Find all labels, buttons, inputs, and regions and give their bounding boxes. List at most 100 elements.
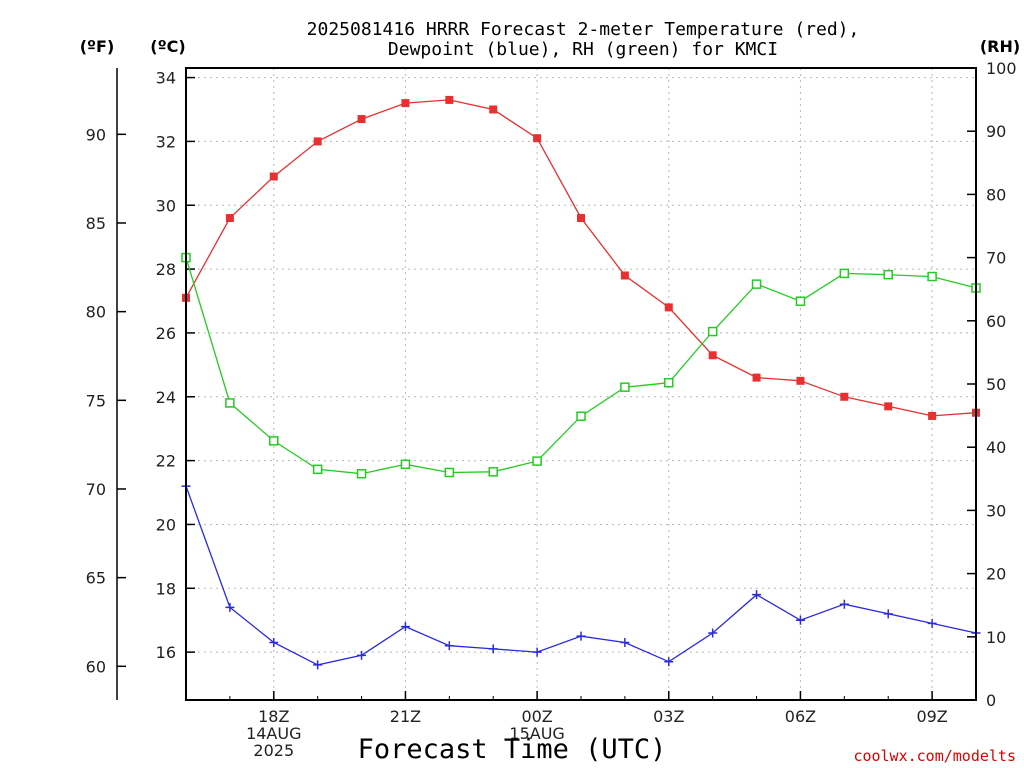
temperature-point <box>489 105 498 114</box>
temperature-line <box>185 99 977 417</box>
rh-point <box>576 411 586 421</box>
celsius-tick-label: 28 <box>156 260 176 279</box>
temperature-point <box>401 99 410 108</box>
time-tick-label: 21Z <box>390 707 421 726</box>
dewpoint-point <box>357 650 367 660</box>
temperature-point <box>577 214 585 223</box>
credit-text: coolwx.com/modelts <box>853 747 1016 765</box>
rh-point <box>225 398 235 408</box>
celsius-tick-label: 16 <box>156 643 176 662</box>
time-tick-label: 09Z <box>916 707 947 726</box>
rh-point <box>269 436 279 446</box>
celsius-tick-label: 24 <box>156 388 176 407</box>
temperature-point <box>884 402 893 411</box>
dewpoint-point <box>883 609 893 619</box>
rh-point <box>883 269 893 280</box>
time-tick-label: 15AUG <box>509 724 564 743</box>
rh-tick-label: 10 <box>986 628 1006 647</box>
fahrenheit-axis: 60 65 70 75 80 85 90 <box>86 68 126 700</box>
temperature-point <box>225 214 234 223</box>
dewpoint-point <box>839 599 849 609</box>
rh-tick-label: 40 <box>986 438 1006 457</box>
rh-tick-label: 90 <box>986 122 1006 141</box>
celsius-tick-label: 18 <box>156 579 176 598</box>
rh-tick-label: 100 <box>986 59 1017 78</box>
rh-unit-label: (RH) <box>980 37 1020 56</box>
fahrenheit-tick-label: 70 <box>86 480 106 499</box>
celsius-axis: 16 18 20 22 24 26 28 30 32 34 <box>156 69 195 662</box>
time-tick-label: 2025 <box>253 741 294 760</box>
temperature-point <box>357 115 366 124</box>
celsius-tick-label: 20 <box>156 515 176 534</box>
time-tick-label: 03Z <box>653 707 684 726</box>
temperature-point <box>313 137 322 146</box>
rh-point <box>444 467 455 478</box>
time-tick-label: 18Z <box>258 707 289 726</box>
temperature-point <box>796 376 805 385</box>
dewpoint-point <box>400 622 410 632</box>
x-axis-title: Forecast Time (UTC) <box>358 734 667 765</box>
celsius-unit-label: (ºC) <box>150 37 185 56</box>
series-group <box>181 95 981 670</box>
rh-point <box>400 459 411 470</box>
rh-tick-label: 0 <box>986 691 996 710</box>
rh-point <box>927 271 937 282</box>
temperature-point <box>445 95 454 104</box>
fahrenheit-tick-label: 65 <box>86 569 106 588</box>
rh-point <box>839 268 850 279</box>
time-tick-label: 06Z <box>785 707 816 726</box>
rh-tick-label: 70 <box>986 249 1006 268</box>
rh-series <box>181 252 981 479</box>
plot-frame <box>185 67 977 701</box>
temperature-point <box>269 172 278 181</box>
fahrenheit-unit-label: (ºF) <box>80 37 115 56</box>
celsius-tick-label: 30 <box>156 196 176 215</box>
fahrenheit-tick-label: 90 <box>86 125 106 144</box>
dewpoint-point <box>664 657 674 667</box>
dewpoint-point <box>708 628 718 638</box>
dewpoint-point <box>532 647 542 657</box>
temperature-point <box>840 392 849 401</box>
dewpoint-point <box>576 631 586 641</box>
rh-tick-label: 50 <box>986 375 1006 394</box>
temperature-point <box>533 134 542 143</box>
celsius-tick-label: 22 <box>156 452 176 471</box>
dewpoint-point <box>225 602 235 612</box>
dewpoint-series <box>181 481 981 670</box>
time-tick-label: 14AUG <box>246 724 301 743</box>
rh-tick-label: 60 <box>986 312 1006 331</box>
rh-point <box>532 456 542 466</box>
celsius-tick-label: 26 <box>156 324 176 343</box>
fahrenheit-tick-label: 60 <box>86 657 106 676</box>
rh-point <box>707 326 718 337</box>
dewpoint-point <box>444 641 454 651</box>
grid-lines <box>186 68 976 700</box>
rh-axis: 0 10 20 30 40 50 60 70 80 90 100 <box>967 59 1017 710</box>
rh-point <box>620 382 630 392</box>
rh-point <box>795 296 806 306</box>
rh-point <box>664 377 674 388</box>
time-tick-label: 00Z <box>521 707 552 726</box>
rh-tick-label: 30 <box>986 501 1006 520</box>
chart-title-line-1: 2025081416 HRRR Forecast 2-meter Tempera… <box>307 19 860 40</box>
celsius-tick-label: 32 <box>156 132 176 151</box>
rh-line <box>185 257 977 475</box>
celsius-tick-label: 34 <box>156 69 176 88</box>
dewpoint-point <box>269 638 279 648</box>
rh-tick-label: 20 <box>986 565 1006 584</box>
rh-point <box>488 467 498 477</box>
rh-tick-label: 80 <box>986 185 1006 204</box>
dewpoint-point <box>313 660 323 670</box>
dewpoint-point <box>795 615 805 625</box>
dewpoint-point <box>752 590 762 600</box>
temperature-point <box>928 411 937 420</box>
rh-point <box>312 464 323 475</box>
temperature-point <box>708 351 717 360</box>
rh-point <box>356 468 367 479</box>
temperature-point <box>752 373 761 382</box>
temperature-series <box>182 95 980 420</box>
dewpoint-point <box>927 618 937 628</box>
fahrenheit-tick-label: 80 <box>86 303 106 322</box>
temperature-point <box>664 303 673 312</box>
